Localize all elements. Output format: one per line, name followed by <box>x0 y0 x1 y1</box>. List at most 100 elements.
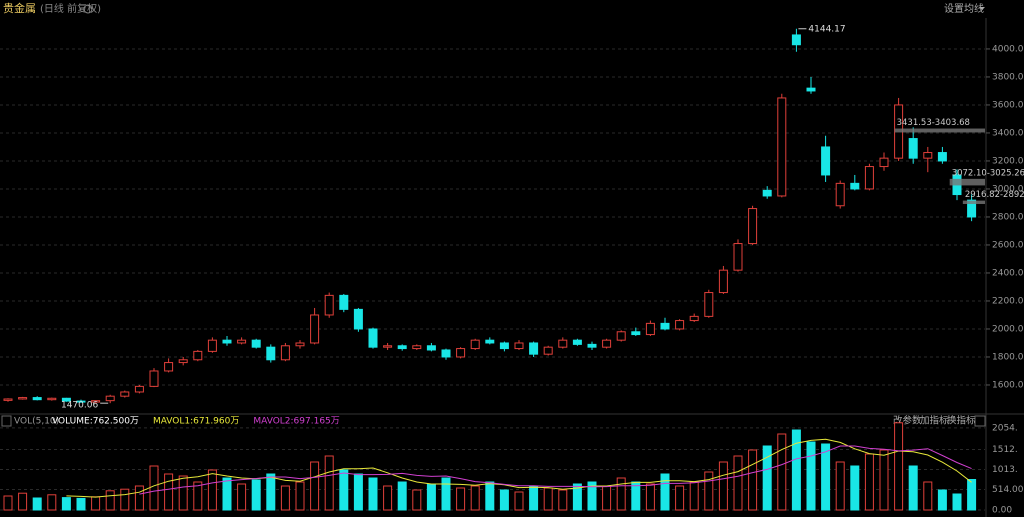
chart-title: 贵金属 <box>3 1 36 15</box>
panel-button[interactable]: 加指标 <box>920 415 949 427</box>
y-tick-label: 2600.00 <box>992 240 1024 250</box>
volume-bar <box>368 477 378 511</box>
candle-body <box>310 314 320 344</box>
volume-bar <box>18 492 28 511</box>
volume-bar <box>76 497 86 511</box>
candle-body <box>353 308 363 330</box>
price-zone-label: 3072.10-3025.26 <box>952 168 1024 178</box>
panel-toggle[interactable] <box>1 415 12 427</box>
candle-body <box>718 269 728 294</box>
candle-body <box>645 322 655 336</box>
volume-bar <box>514 491 524 511</box>
dropdown-icon[interactable] <box>979 7 985 10</box>
volume-bar <box>689 481 699 511</box>
volume-bar <box>704 471 714 511</box>
candle-body <box>324 294 334 316</box>
price-zone <box>962 200 985 204</box>
volume-bar <box>3 495 13 511</box>
candle-body <box>266 346 276 361</box>
volume-bar <box>733 455 743 511</box>
volume-bar <box>149 465 159 511</box>
volume-bar <box>485 481 495 511</box>
settings-icon[interactable] <box>83 4 93 14</box>
candle-body <box>426 345 436 351</box>
volume-bar <box>237 483 247 511</box>
volume-bar <box>587 481 597 511</box>
candle-body <box>543 346 553 355</box>
volume-bar <box>47 494 57 511</box>
candle-body <box>222 339 232 344</box>
candle-body <box>587 343 597 348</box>
candle-body <box>280 345 290 361</box>
volume-bar <box>879 449 889 511</box>
volume-bar <box>164 473 174 511</box>
candle-body <box>193 350 203 361</box>
volume-bar <box>266 473 276 511</box>
volume-bar <box>470 485 480 511</box>
y-tick-label: 3000.00 <box>992 184 1024 194</box>
volume-bar <box>120 488 130 511</box>
volume-bar <box>791 429 801 511</box>
ma-setting-button[interactable]: 设置均线 <box>944 2 984 15</box>
volume-bar <box>383 485 393 511</box>
panel-button[interactable]: 换指标 <box>947 415 976 427</box>
volume-bar <box>91 496 101 511</box>
ma-line <box>66 438 972 498</box>
y-tick-label: 3400.00 <box>992 128 1024 138</box>
volume-bar <box>222 477 232 511</box>
candle-body <box>529 342 539 355</box>
high-label: 4144.17 <box>808 24 845 34</box>
candle-body <box>18 397 28 400</box>
legend-entry: MAVOL1:671.960万 <box>153 417 239 427</box>
candle-body <box>937 152 947 162</box>
candle-body <box>456 348 466 358</box>
candle-body <box>631 331 641 336</box>
candle-body <box>864 166 874 190</box>
volume-bar <box>762 445 772 511</box>
volume-bar <box>894 422 904 511</box>
y-tick-label: 1600.00 <box>992 380 1024 390</box>
panel-close[interactable] <box>974 415 986 427</box>
y-tick-label: 4000.00 <box>992 44 1024 54</box>
candle-body <box>675 320 685 330</box>
volume-bar <box>193 481 203 511</box>
volume-bar <box>645 483 655 511</box>
candle-body <box>149 370 159 387</box>
volume-bar <box>543 487 553 511</box>
candle-body <box>3 398 13 401</box>
candle-body <box>485 339 495 344</box>
y-tick-label: 1800.00 <box>992 352 1024 362</box>
volume-bar <box>412 489 422 511</box>
volume-bar <box>499 489 509 511</box>
price-zone-label: 2916.82-2892.67 <box>965 190 1024 200</box>
candle-body <box>368 328 378 348</box>
candle-body <box>164 362 174 372</box>
low-label: 1470.06 <box>61 401 98 411</box>
volume-bar <box>61 497 71 511</box>
candle-body <box>178 359 188 364</box>
volume-bar <box>616 477 626 511</box>
volume-bar <box>178 475 188 511</box>
volume-bar <box>908 465 918 511</box>
volume-bar <box>441 477 451 511</box>
y-tick-label: 1013. <box>992 465 1018 475</box>
volume-bar <box>850 465 860 511</box>
candle-body <box>616 331 626 341</box>
candle-body <box>733 243 743 271</box>
volume-bar <box>32 497 42 511</box>
candle-body <box>572 339 582 345</box>
volume-bar <box>397 481 407 511</box>
candle-body <box>879 157 889 168</box>
candle-body <box>441 349 451 358</box>
candle-body <box>339 294 349 310</box>
volume-bar <box>324 455 334 511</box>
volume-bar <box>821 443 831 511</box>
volume-bar <box>937 489 947 511</box>
volume-bar <box>748 449 758 511</box>
volume-bar <box>339 469 349 511</box>
y-tick-label: 3600.00 <box>992 100 1024 110</box>
candle-body <box>762 189 772 197</box>
